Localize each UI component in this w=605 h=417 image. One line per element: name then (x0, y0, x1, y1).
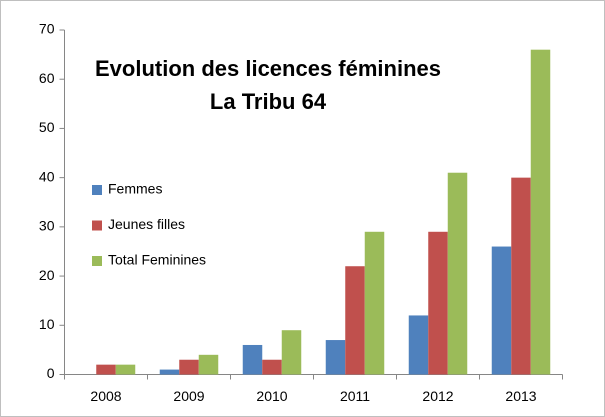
bar (281, 330, 302, 375)
bar (198, 354, 219, 375)
bar (242, 344, 263, 375)
x-tick-label: 2009 (173, 388, 204, 404)
bar (364, 231, 385, 375)
x-tick-label: 2011 (340, 388, 370, 404)
chart-title: Evolution des licences féminines (95, 56, 441, 81)
x-tick-label: 2010 (256, 388, 287, 404)
y-tick-label: 20 (39, 267, 55, 283)
y-tick-label: 60 (39, 70, 55, 86)
legend-label: Femmes (108, 181, 162, 197)
legend-swatch (92, 220, 102, 231)
legend-label: Total Feminines (108, 252, 206, 268)
y-tick-label: 30 (39, 218, 55, 234)
bar (447, 172, 468, 375)
legend-swatch (92, 185, 102, 195)
x-tick-label: 2013 (505, 388, 536, 404)
bar (428, 231, 448, 375)
y-tick-label: 10 (39, 316, 55, 332)
x-tick-label: 2012 (422, 388, 453, 404)
bar (345, 266, 365, 375)
chart-subtitle: La Tribu 64 (210, 89, 327, 114)
bar (262, 359, 282, 375)
bar (491, 246, 512, 375)
bar (325, 340, 346, 375)
y-tick-label: 70 (39, 21, 55, 37)
bar (96, 364, 116, 375)
bar (115, 364, 136, 375)
legend-swatch (92, 256, 102, 266)
y-tick-label: 0 (47, 365, 55, 381)
bar (159, 369, 180, 375)
bar (408, 315, 429, 375)
x-tick-label: 2008 (90, 388, 121, 404)
bar (511, 177, 531, 375)
bar (530, 49, 551, 375)
y-tick-label: 50 (39, 119, 55, 135)
legend-label: Jeunes filles (108, 216, 185, 232)
y-tick-label: 40 (39, 168, 55, 184)
bar (179, 359, 199, 375)
